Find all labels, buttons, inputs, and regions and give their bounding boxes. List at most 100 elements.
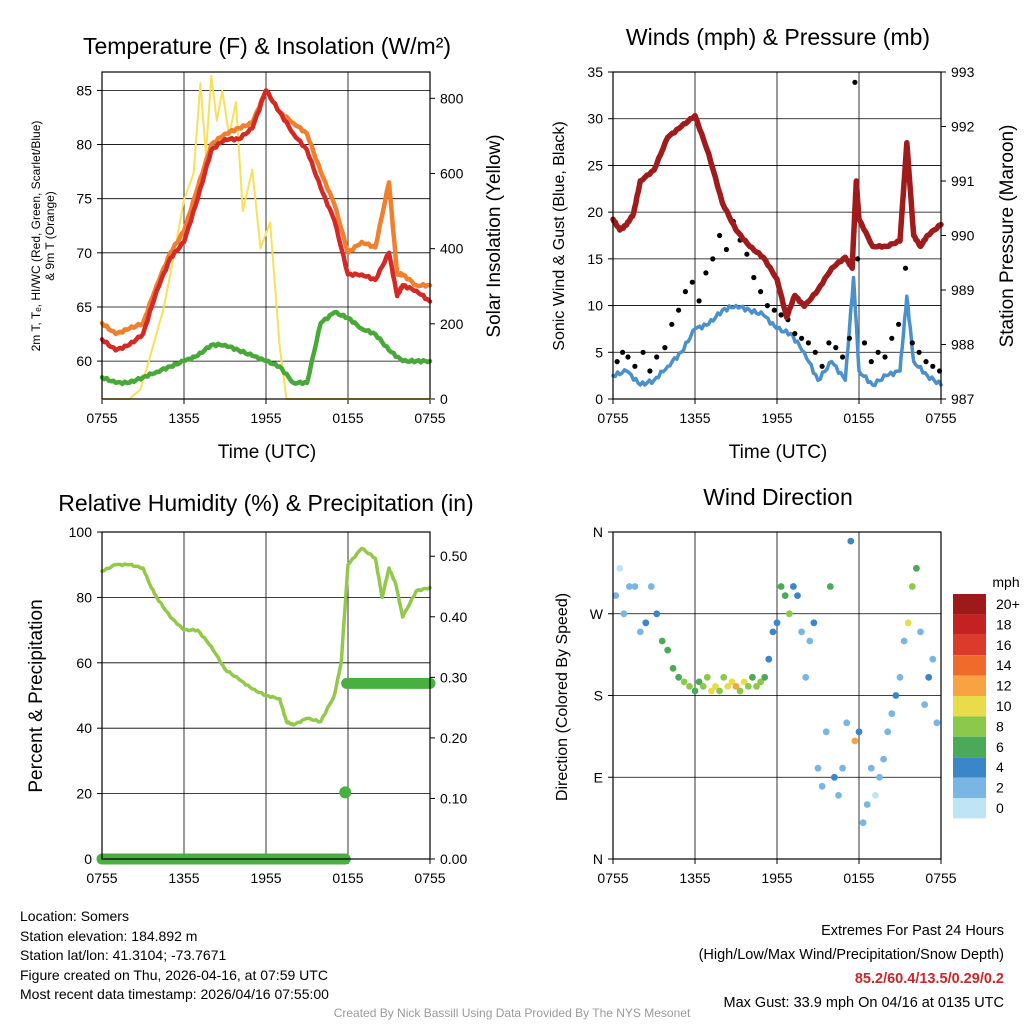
wind-gust-point [909, 340, 915, 346]
dir-point [933, 719, 941, 727]
legend-swatch [953, 757, 986, 778]
wind-gust-point [689, 279, 695, 285]
wind-gust-point [614, 359, 620, 365]
rh-y2tick-label: 0.00 [440, 851, 467, 867]
dir-point [620, 610, 628, 618]
wind-gust-point [676, 307, 682, 313]
temp-ytick-label: 70 [76, 245, 92, 261]
temp-ylabel-line1: 2m T, Tₑ, HI/WC (Red, Green, Scarlet/Blu… [29, 121, 43, 352]
wind-gust-point [723, 246, 730, 253]
dir-xtick-label: 0155 [843, 870, 874, 886]
temp-y2tick-label: 0 [440, 391, 448, 407]
rh-ylabel-left: Percent & Precipitation [26, 599, 47, 792]
rh-xtick-label: 1955 [250, 870, 281, 886]
dir-point [716, 687, 723, 695]
dir-point [892, 692, 900, 699]
dir-point [826, 583, 834, 590]
wind-y2tick-label: 987 [951, 391, 975, 407]
temp-title: Temperature (F) & Insolation (W/m²) [83, 33, 451, 59]
station-elevation: Station elevation: 184.892 m [20, 927, 198, 944]
wind-gust-point [930, 363, 936, 369]
legend-label: 10 [996, 698, 1012, 714]
wind-gust-point [620, 349, 626, 355]
legend-swatch [953, 675, 986, 696]
dir-point [880, 755, 887, 763]
wind-gust-point [654, 354, 660, 360]
dir-point [740, 678, 748, 686]
dir-point [781, 592, 789, 599]
dir-ytick-label: N [593, 524, 603, 540]
dir-xtick-label: 0755 [597, 870, 628, 886]
dir-point [876, 773, 883, 781]
legend-swatch [953, 655, 986, 676]
dir-point [631, 583, 639, 590]
wind-gust-point [846, 335, 853, 341]
temp-xtick-label: 0155 [332, 410, 363, 426]
station-latlon: Station lat/lon: 41.3104; -73.7671 [20, 947, 227, 963]
wind-ytick-label: 10 [587, 298, 603, 314]
temp-ylabel-line2: & 9m T (Orange) [43, 191, 57, 281]
wind-gust-point [744, 251, 750, 257]
dir-point [843, 719, 851, 727]
legend-title: mph [992, 574, 1019, 590]
wind-y2tick-label: 993 [951, 64, 975, 80]
rh-y2tick-label: 0.20 [440, 730, 467, 746]
dir-point [642, 619, 650, 627]
dir-ytick-label: S [594, 688, 603, 704]
wind-ytick-label: 0 [595, 391, 603, 407]
wind-gust-point [889, 335, 895, 341]
dir-point [790, 583, 797, 590]
legend-label: 16 [996, 637, 1012, 653]
wind-gust-point [833, 345, 839, 351]
wind-series-sonic-wind [611, 275, 943, 388]
wind-gust-point [861, 340, 868, 346]
dir-point [691, 687, 699, 695]
dir-point [872, 792, 879, 799]
wind-xtick-label: 1955 [761, 410, 792, 426]
wind-y2tick-label: 991 [951, 173, 975, 189]
wind-gust-point [647, 368, 653, 374]
recent-timestamp: Most recent data timestamp: 2026/04/16 0… [20, 986, 329, 1002]
station-location: Location: Somers [20, 908, 129, 924]
dir-xtick-label: 0755 [925, 870, 956, 886]
temp-ytick-label: 60 [76, 353, 92, 369]
dir-point [904, 619, 912, 627]
temp-ylabel-right: Solar Insolation (Yellow) [484, 134, 505, 337]
dir-point [831, 773, 838, 781]
rh-y2tick-label: 0.30 [440, 669, 467, 685]
wind-title: Winds (mph) & Pressure (mb) [626, 24, 930, 50]
legend-swatch [953, 777, 986, 798]
credit-line: Created By Nick Bassill Using Data Provi… [333, 1006, 691, 1020]
wind-gust-point [840, 354, 846, 360]
temp-y2tick-label: 400 [440, 241, 464, 257]
legend-label: 14 [996, 657, 1012, 673]
legend-swatch [953, 614, 986, 635]
dir-plot-border [612, 531, 942, 860]
max-gust: Max Gust: 33.9 mph On 04/16 at 0135 UTC [723, 995, 1004, 1011]
rh-ytick-label: 80 [76, 589, 92, 605]
rh-y2tick-label: 0.40 [440, 609, 467, 625]
wind-gust-point [852, 79, 858, 85]
dir-point [867, 764, 875, 772]
temp-xlabel: Time (UTC) [218, 442, 317, 463]
dir-point [712, 683, 719, 690]
dir-point [636, 628, 644, 636]
temp-y2tick-label: 800 [440, 90, 464, 106]
dir-point [769, 628, 777, 636]
dir-point [785, 610, 793, 618]
rh-xtick-label: 0155 [332, 870, 363, 886]
wind-gust-point [703, 270, 709, 276]
wind-gust-point [875, 349, 881, 355]
temp-y2tick-label: 600 [440, 165, 464, 181]
wind-gust-point [896, 321, 902, 327]
dir-axes: 0755 1355 1955 0155 0755 N E S W N [590, 524, 957, 886]
dir-point [658, 637, 666, 645]
wind-gust-point [764, 303, 771, 309]
rh-ytick-label: 20 [76, 786, 92, 802]
dir-point [749, 673, 756, 681]
dir-point [695, 678, 703, 686]
dir-point [917, 628, 924, 636]
dir-point [765, 655, 773, 663]
dir-point [699, 683, 707, 690]
